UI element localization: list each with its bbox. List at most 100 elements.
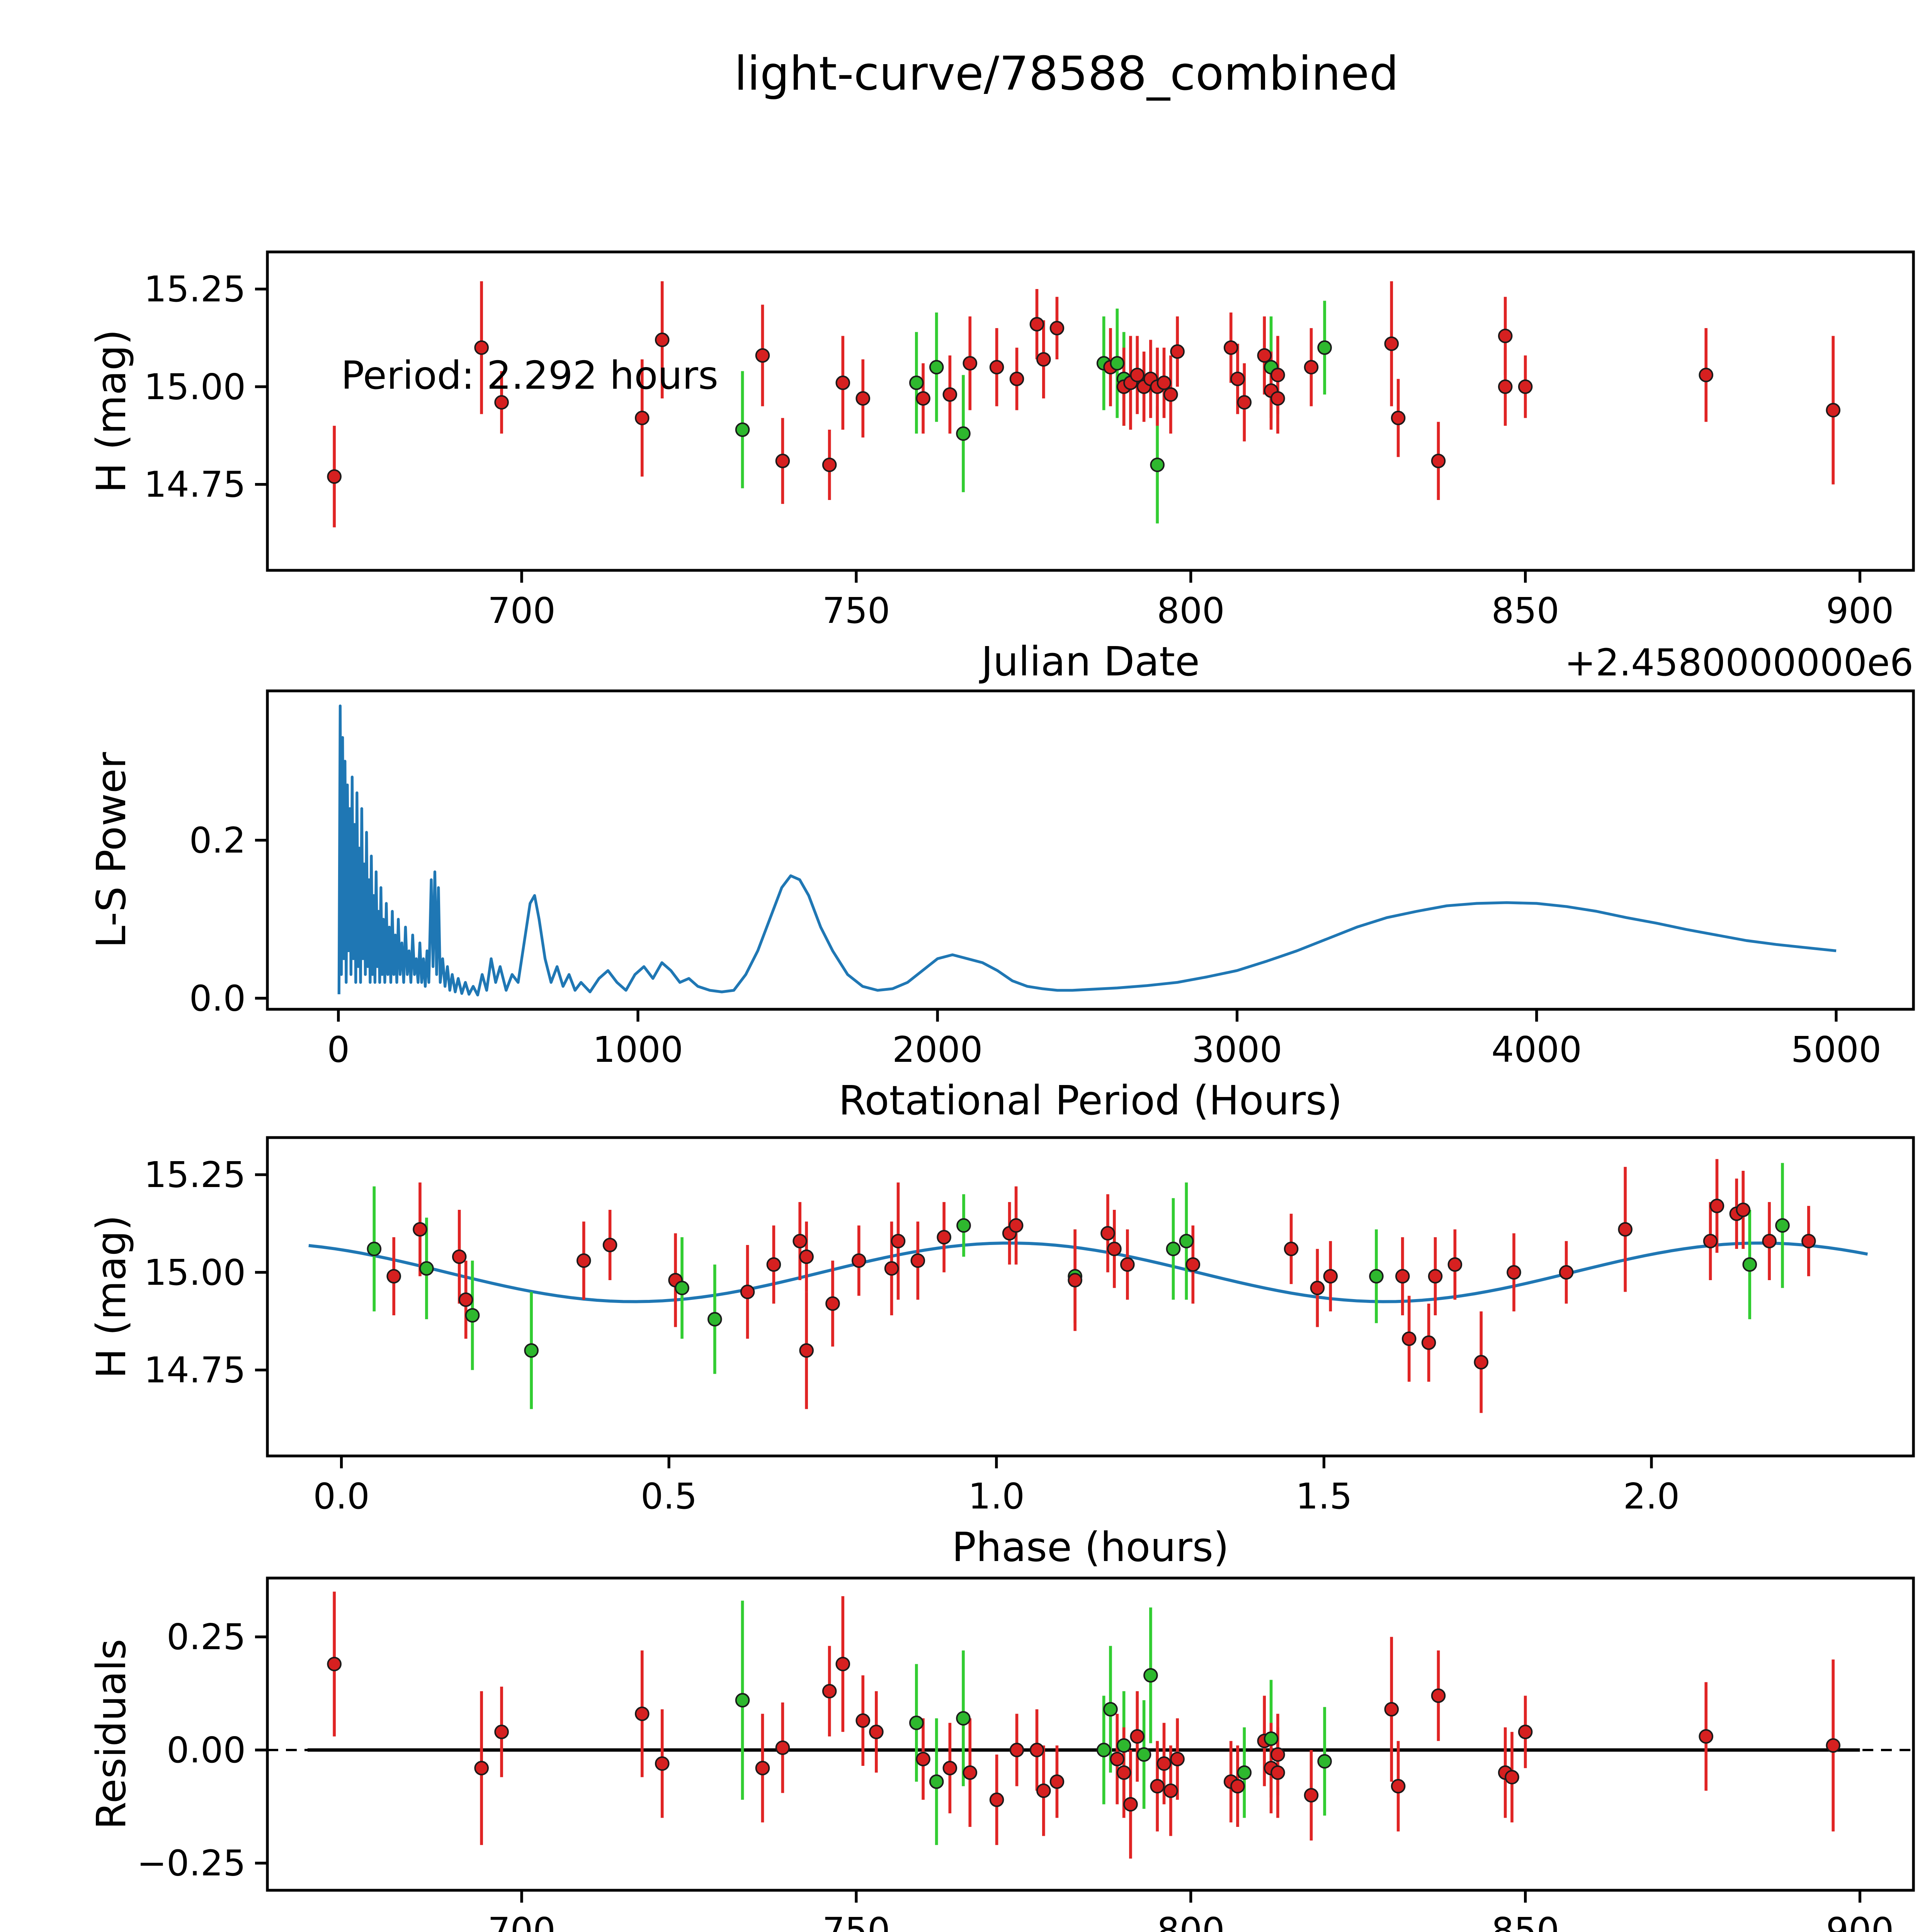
data-point	[1110, 1752, 1125, 1767]
data-point	[1618, 1222, 1633, 1237]
panel-phased-light-curve: 0.0 0.5 1.0 1.5 2.0 14.75 15.00 15.25 Phase (hou…	[88, 1136, 1915, 1571]
data-point	[1237, 1765, 1252, 1780]
data-point	[576, 1253, 591, 1268]
data-point	[494, 395, 509, 410]
data-point	[793, 1234, 807, 1248]
data-point	[799, 1249, 814, 1264]
data-point	[458, 1292, 473, 1307]
data-point	[1270, 1765, 1285, 1780]
data-point	[1447, 1257, 1463, 1272]
x-tick-label: 700	[488, 590, 556, 631]
data-point	[327, 469, 342, 484]
data-point	[1230, 371, 1245, 386]
data-point	[452, 1249, 467, 1264]
data-point	[1518, 1725, 1533, 1739]
data-point	[1384, 1702, 1399, 1717]
data-point	[1163, 387, 1178, 402]
axes-frame	[266, 250, 1915, 572]
data-point	[1323, 1269, 1338, 1284]
data-point	[1431, 1688, 1446, 1703]
x-tick-label: 2000	[892, 1029, 983, 1070]
data-point	[1123, 1797, 1138, 1812]
data-point	[825, 1296, 840, 1311]
data-point	[942, 1761, 957, 1776]
data-point	[413, 1222, 427, 1237]
data-point	[1130, 1729, 1145, 1744]
x-axis-label: Rotational Period (Hours)	[838, 1077, 1342, 1124]
y-tick-label: 0.25	[167, 1616, 246, 1658]
data-point	[775, 1740, 790, 1755]
data-point	[494, 1725, 509, 1739]
error-bars	[333, 281, 1835, 527]
data-point	[1100, 1226, 1115, 1241]
data-point	[634, 410, 650, 425]
data-point	[1166, 1242, 1181, 1256]
data-point	[602, 1238, 617, 1252]
x-axis-label: Phase (hours)	[952, 1524, 1229, 1571]
data-point	[1179, 1234, 1194, 1248]
data-point	[1049, 1774, 1065, 1789]
y-tick-label: 14.75	[144, 464, 246, 505]
y-tick-label: −0.25	[137, 1843, 246, 1884]
data-point	[1384, 336, 1399, 351]
data-point	[1170, 344, 1185, 359]
data-point	[1507, 1265, 1521, 1280]
data-points	[367, 1199, 1816, 1370]
data-point	[474, 340, 489, 355]
data-point	[1826, 1738, 1840, 1753]
x-tick-label: 1.0	[968, 1476, 1025, 1517]
data-point	[1170, 1752, 1185, 1767]
data-point	[327, 1656, 342, 1672]
y-axis-label: H (mag)	[88, 329, 135, 493]
data-point	[891, 1234, 906, 1248]
y-axis-label: L-S Power	[88, 752, 135, 948]
data-point	[1421, 1335, 1436, 1350]
x-tick-label: 1.5	[1296, 1476, 1352, 1517]
data-point	[851, 1253, 866, 1268]
period-annotation: Period: 2.292 hours	[341, 353, 718, 398]
y-tick-label: 15.00	[144, 366, 246, 408]
periodogram-curve	[337, 704, 1837, 997]
data-point	[1736, 1202, 1751, 1217]
data-point	[884, 1261, 899, 1276]
x-tick-label: 0.5	[641, 1476, 697, 1517]
x-tick-label: 800	[1157, 1910, 1225, 1932]
panel-lomb-scargle-periodogram: 0 1000 2000 3000 4000 5000 0.0 0.2 Rotational Pe…	[88, 689, 1915, 1124]
data-point	[1369, 1269, 1384, 1284]
data-point	[1801, 1234, 1816, 1248]
data-point	[989, 1792, 1004, 1807]
x-tick-label: 700	[488, 1910, 556, 1932]
y-tick-label: 15.00	[144, 1252, 246, 1293]
data-point	[1150, 1779, 1165, 1794]
data-point	[1009, 371, 1024, 386]
data-point	[1395, 1269, 1410, 1284]
data-point	[1036, 352, 1051, 367]
data-point	[1185, 1257, 1201, 1272]
data-point	[1699, 367, 1713, 383]
data-point	[1391, 410, 1406, 425]
data-point	[1223, 340, 1238, 355]
data-point	[655, 1756, 670, 1771]
data-point	[1284, 1242, 1299, 1256]
y-tick-label: 0.0	[189, 978, 246, 1019]
x-tick-label: 900	[1826, 1910, 1894, 1932]
data-point	[855, 1713, 871, 1728]
data-point	[740, 1284, 755, 1299]
data-point	[1036, 1783, 1051, 1798]
data-point	[1317, 1754, 1332, 1769]
data-point	[1049, 321, 1065, 335]
data-point	[1029, 1743, 1044, 1757]
x-tick-label: 0	[327, 1029, 350, 1070]
data-point	[1150, 457, 1165, 472]
error-bars	[372, 1159, 1810, 1413]
x-axis-label: Julian Date	[979, 638, 1200, 685]
data-point	[367, 1242, 382, 1256]
data-point	[1431, 454, 1446, 468]
x-tick-label: 4000	[1492, 1029, 1582, 1070]
data-point	[956, 1711, 971, 1726]
data-point	[386, 1269, 401, 1284]
data-point	[1029, 317, 1044, 332]
data-point	[766, 1257, 781, 1272]
